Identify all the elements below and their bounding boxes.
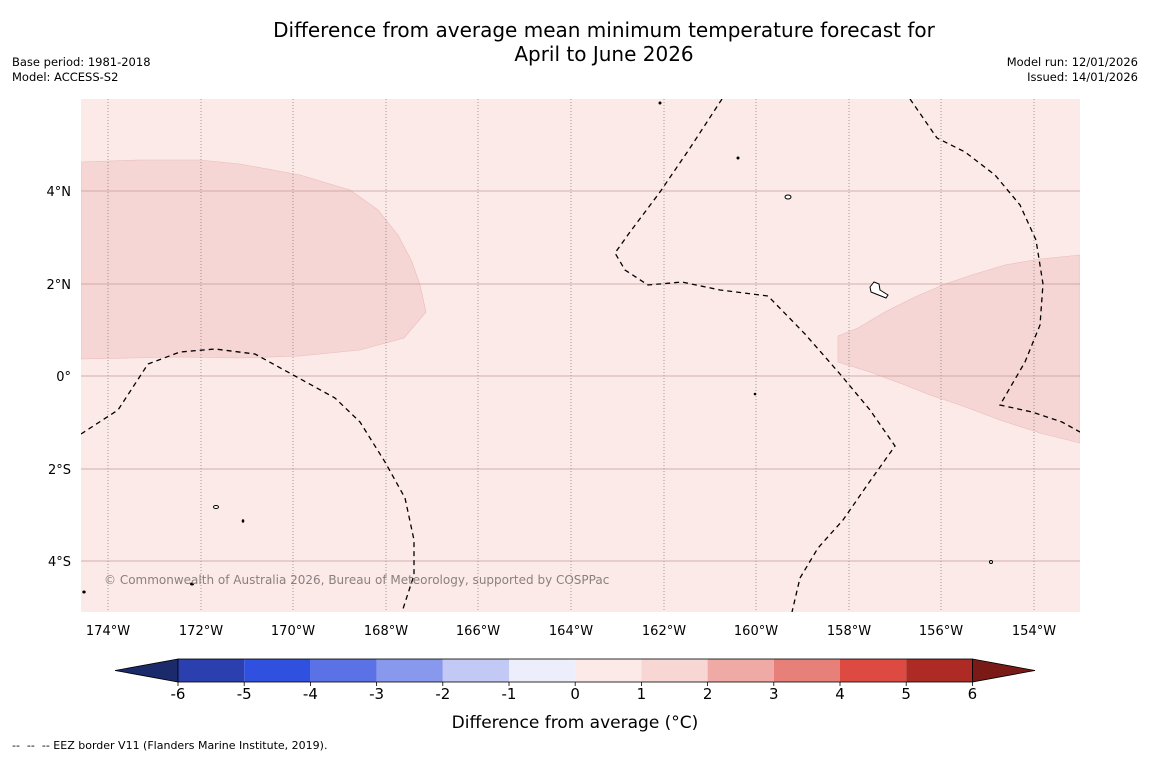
colorbar-extend-low	[114, 658, 179, 683]
colorbar-tick-label: 0	[570, 685, 580, 703]
colorbar-tick-label: -3	[369, 685, 384, 703]
colorbar-segment	[310, 659, 377, 682]
colorbar-segment	[641, 659, 708, 682]
island	[658, 101, 662, 105]
longitude-label: 172°W	[179, 624, 223, 639]
colorbar-segment	[773, 659, 840, 682]
colorbar-tick-label: -2	[435, 685, 450, 703]
latitude-labels: 4°N 2°N 0° 2°S 4°S	[47, 185, 72, 570]
latitude-label: 2°S	[48, 463, 71, 478]
colorbar-label: Difference from average (°C)	[452, 713, 699, 733]
colorbar	[114, 658, 1036, 683]
title-line-2: April to June 2026	[514, 42, 694, 66]
longitude-label: 164°W	[549, 624, 593, 639]
anomaly-region-east	[837, 254, 1080, 444]
colorbar-tick-label: 2	[703, 685, 713, 703]
colorbar-tick-label: -5	[237, 685, 252, 703]
colorbar-tick-label: 4	[835, 685, 845, 703]
longitude-label: 158°W	[827, 624, 871, 639]
eez-border-3	[909, 99, 1080, 433]
longitude-label: 160°W	[734, 624, 778, 639]
islands	[82, 101, 993, 594]
latitude-label: 4°S	[48, 555, 71, 570]
island	[753, 392, 757, 396]
copyright-text: © Commonwealth of Australia 2026, Bureau…	[104, 573, 609, 587]
anomaly-region-west	[81, 159, 427, 360]
latitude-label: 0°	[56, 370, 71, 385]
colorbar-segment	[442, 659, 509, 682]
eez-border-2	[614, 99, 896, 612]
metadata-right: Model run: 12/01/2026 Issued: 14/01/2026	[1007, 55, 1138, 85]
colorbar-segment	[707, 659, 774, 682]
eez-borders	[81, 99, 1080, 612]
colorbar-ticks: -6 -5 -4 -3 -2 -1 0 1 2 3 4 5 6	[171, 682, 978, 703]
island	[213, 505, 219, 509]
graticule	[81, 99, 1080, 612]
island	[241, 519, 245, 523]
metadata-left: Base period: 1981-2018 Model: ACCESS-S2	[12, 55, 151, 85]
colorbar-tick-label: 3	[769, 685, 779, 703]
colorbar-segment	[575, 659, 642, 682]
colorbar-tick-label: 6	[968, 685, 978, 703]
colorbar-segment	[376, 659, 443, 682]
latitude-label: 2°N	[47, 278, 72, 293]
island	[869, 281, 889, 299]
colorbar-extend-high	[972, 658, 1036, 683]
longitude-labels: 174°W 172°W 170°W 168°W 166°W 164°W 162°W 160°W…	[86, 624, 1056, 639]
longitude-label: 162°W	[642, 624, 686, 639]
longitude-label: 156°W	[919, 624, 963, 639]
base-period: Base period: 1981-2018	[12, 55, 151, 69]
longitude-label: 154°W	[1012, 624, 1056, 639]
colorbar-tick-label: -6	[171, 685, 186, 703]
issued-date: Issued: 14/01/2026	[1027, 70, 1138, 84]
longitude-label: 170°W	[271, 624, 315, 639]
model-name: Model: ACCESS-S2	[12, 70, 119, 84]
island	[190, 582, 194, 586]
colorbar-tick-label: -1	[502, 685, 517, 703]
colorbar-tick-label: 5	[901, 685, 911, 703]
colorbar-tick-label: 1	[637, 685, 647, 703]
longitude-label: 168°W	[364, 624, 408, 639]
colorbar-segment	[178, 659, 245, 682]
longitude-label: 174°W	[86, 624, 130, 639]
island	[82, 590, 86, 594]
map-title: Difference from average mean minimum tem…	[150, 18, 1058, 66]
island	[736, 156, 740, 160]
colorbar-segment	[906, 659, 973, 682]
colorbar-segment	[244, 659, 311, 682]
latitude-label: 4°N	[47, 185, 72, 200]
colorbar-segment	[509, 659, 576, 682]
title-line-1: Difference from average mean minimum tem…	[273, 18, 935, 42]
colorbar-tick-label: -4	[303, 685, 318, 703]
model-run-date: Model run: 12/01/2026	[1006, 55, 1138, 69]
island	[989, 560, 993, 564]
island	[784, 194, 792, 200]
longitude-label: 166°W	[456, 624, 500, 639]
eez-footnote: -- -- -- EEZ border V11 (Flanders Marine…	[12, 739, 328, 752]
colorbar-segment	[840, 659, 907, 682]
